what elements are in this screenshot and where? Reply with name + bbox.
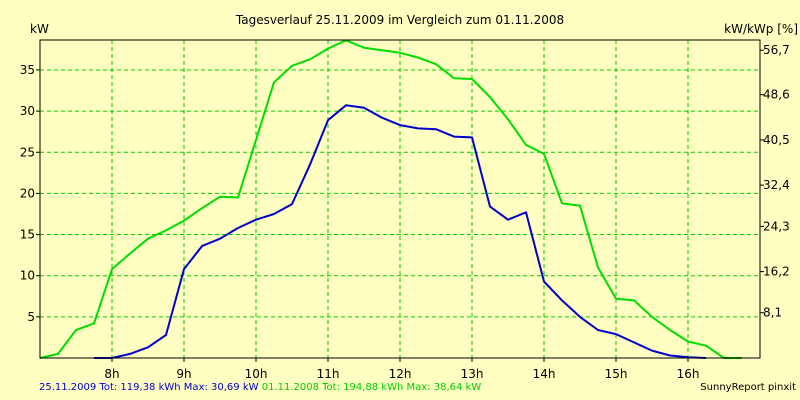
y-left-tick-label: 20 — [20, 186, 35, 200]
y-right-tick-label: 48,6 — [763, 88, 790, 102]
y-right-tick-label: 32,4 — [763, 178, 790, 192]
left-axis-unit-label: kW — [30, 22, 49, 36]
x-tick-label: 16h — [677, 367, 700, 381]
y-right-tick-label: 8,1 — [763, 306, 782, 320]
y-left-tick-label: 15 — [20, 228, 35, 242]
x-tick-label: 9h — [176, 367, 191, 381]
right-axis-unit-label: kW/kWp [%] — [724, 22, 798, 36]
y-right-tick-label: 40,5 — [763, 133, 790, 147]
plot-frame — [39, 39, 761, 359]
x-tick-label: 11h — [317, 367, 340, 381]
series2-summary: 01.11.2008 Tot: 194,88 kWh Max: 38,64 kW — [261, 382, 482, 393]
y-right-tick-label: 24,3 — [763, 219, 790, 233]
series-lines — [39, 39, 742, 359]
x-tick-label: 14h — [533, 367, 556, 381]
series-line-1 — [94, 104, 707, 359]
chart-title: Tagesverlauf 25.11.2009 im Vergleich zum… — [235, 13, 564, 27]
y-left-tick-label: 35 — [20, 63, 35, 77]
y-left-tick-label: 30 — [20, 104, 35, 118]
series-line-2 — [39, 39, 742, 359]
grid-lines — [40, 40, 760, 358]
y-left-tick-label: 10 — [20, 269, 35, 283]
x-tick-label: 10h — [245, 367, 268, 381]
footer-summary: 25.11.2009 Tot: 119,38 kWh Max: 30,69 kW… — [39, 382, 481, 393]
footer-credit: SunnyReport pinxit — [700, 382, 796, 393]
x-tick-label: 15h — [605, 367, 628, 381]
y-left-tick-label: 25 — [20, 145, 35, 159]
y-right-tick-label: 16,2 — [763, 265, 790, 279]
y-right-tick-label: 56,7 — [763, 43, 790, 57]
series1-summary: 25.11.2009 Tot: 119,38 kWh Max: 30,69 kW — [39, 382, 259, 393]
x-tick-label: 8h — [104, 367, 119, 381]
y-left-tick-label: 5 — [27, 310, 35, 324]
x-tick-label: 12h — [389, 367, 412, 381]
tick-labels: 8h 9h 10h 11h 12h 13h 14h 15h 16h 5 10 15 20 25 30 35 8,… — [20, 43, 790, 381]
x-tick-label: 13h — [461, 367, 484, 381]
